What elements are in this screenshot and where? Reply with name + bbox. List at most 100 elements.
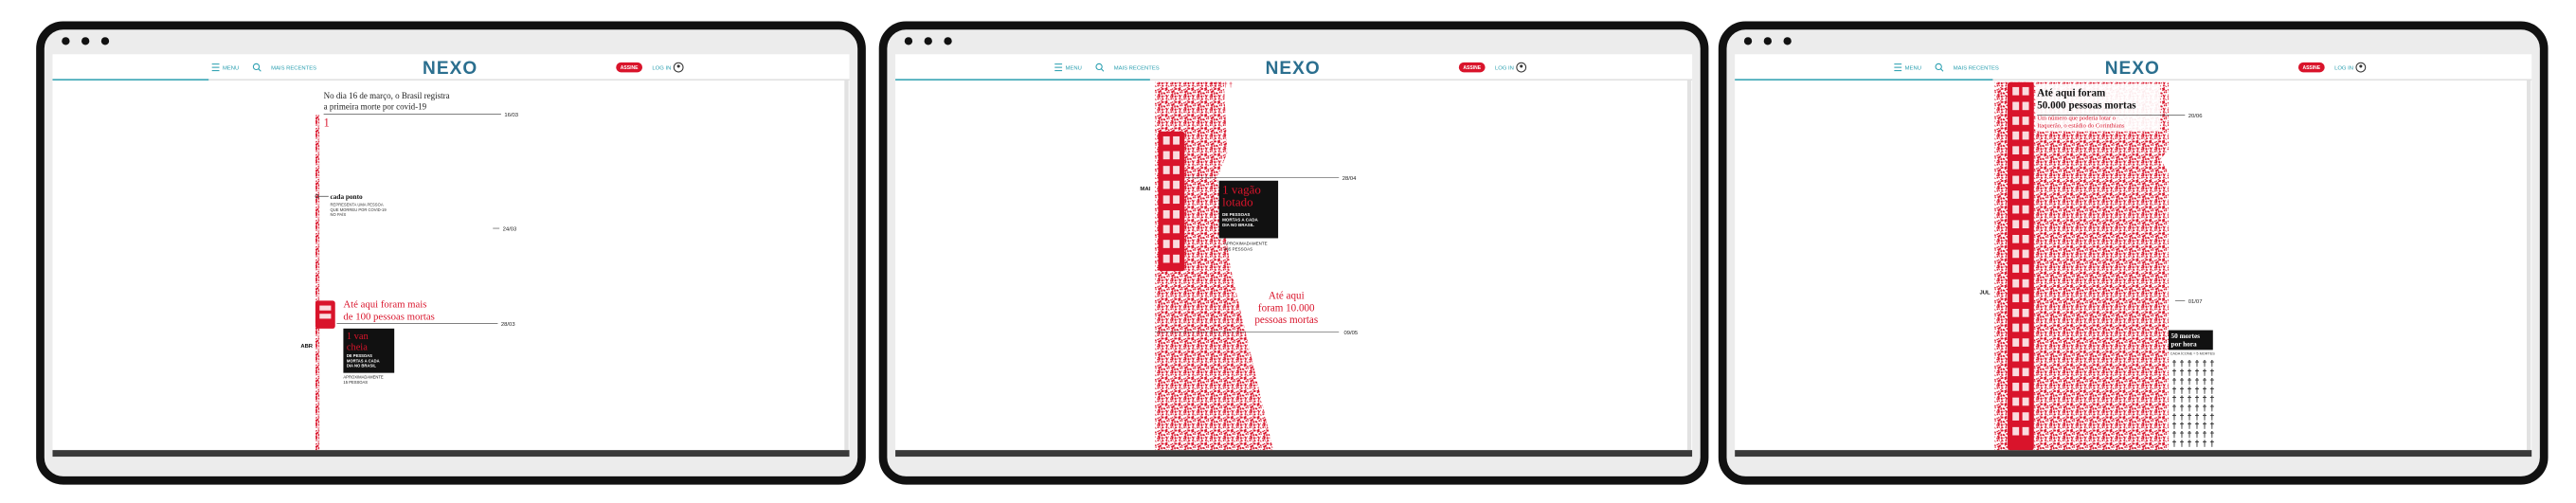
dot-column <box>315 115 320 451</box>
train-window <box>2022 249 2029 259</box>
train-window <box>2022 294 2029 303</box>
person-icon: † <box>2179 404 2184 413</box>
callout-box <box>1218 180 1279 239</box>
train-window <box>1173 195 1180 205</box>
date-label: 20/06 <box>2189 114 2203 119</box>
date-label: 28/03 <box>501 322 515 328</box>
train-window <box>2012 426 2020 436</box>
window-dot <box>1783 37 1792 45</box>
dot-field <box>1155 81 1273 451</box>
person-icon: † <box>2194 421 2199 430</box>
train-window <box>1162 225 1170 234</box>
train-window <box>2022 323 2029 332</box>
person-icon: † <box>2179 421 2184 430</box>
train-window <box>2022 309 2029 317</box>
train-window <box>2022 383 2029 391</box>
person-icon: † <box>2187 368 2191 377</box>
login-link: LOG IN <box>1495 66 1514 72</box>
window-dot <box>1743 37 1753 45</box>
comparison: Um número que poderia lotar o <box>2037 116 2116 122</box>
milestone: Até aqui foram mais <box>343 298 426 310</box>
train-window <box>2012 175 2020 185</box>
train-window <box>1173 135 1180 145</box>
train-window <box>2012 234 2020 243</box>
user-icon <box>1520 64 1523 68</box>
train-window <box>2012 190 2020 199</box>
callout-box <box>343 328 395 373</box>
person-icon: † <box>2171 394 2176 404</box>
rate-title: por hora <box>2171 341 2197 349</box>
train-window <box>2012 397 2020 406</box>
train-window <box>2022 278 2029 288</box>
person-icon: † <box>2171 386 2176 395</box>
person-icon: † <box>2187 376 2191 386</box>
person-icon: † <box>2179 430 2184 440</box>
person-icon: † <box>2187 421 2191 430</box>
callout-title: cheia <box>347 342 368 352</box>
window-dot <box>81 37 90 45</box>
person-icon: † <box>2187 430 2191 440</box>
menu-link: MENU <box>1905 66 1921 72</box>
callout-title: 1 vagão <box>1222 183 1261 197</box>
date-label: 28/04 <box>1342 176 1357 182</box>
train-window <box>1162 166 1170 174</box>
rate-note: CADA ÍCONE = 5 MORTES <box>2171 352 2216 356</box>
train <box>1158 131 1185 272</box>
train-window <box>2012 278 2020 288</box>
callout-text: DIA NO BRASIL <box>347 364 376 368</box>
date-label: 24/03 <box>503 227 517 233</box>
date-label: 01/07 <box>2189 299 2203 305</box>
callout-text: DIA NO BRASIL <box>1222 223 1254 227</box>
person-icon: † <box>2179 412 2184 422</box>
train-window <box>2022 86 2029 96</box>
train-window <box>2012 264 2020 273</box>
search-icon <box>1940 68 1944 72</box>
recent-link: MAIS RECENTES <box>1114 66 1160 72</box>
train-window <box>2012 352 2020 362</box>
person-icon: † <box>2194 412 2199 422</box>
window-dot <box>944 37 952 45</box>
search-icon <box>258 68 261 72</box>
person-icon: † <box>2194 386 2199 395</box>
rate-box <box>2168 330 2213 350</box>
rate-title: 50 mortes <box>2171 332 2201 340</box>
count: 1 <box>324 117 330 130</box>
person-icon: † <box>2209 404 2214 413</box>
train-window <box>1162 151 1170 160</box>
viewport <box>895 54 1693 458</box>
subscribe-label: ASSINE <box>2302 65 2320 71</box>
person-icon: † <box>2209 386 2214 395</box>
window-dot <box>100 37 110 45</box>
legend-text: QUE MORREU POR COVID-19 <box>331 207 387 212</box>
train-window <box>1173 225 1180 234</box>
person-icon: † <box>2209 359 2214 368</box>
train-window <box>1173 180 1180 189</box>
logo: NEXO <box>2105 59 2160 79</box>
person-icon: † <box>2194 439 2199 448</box>
train-window <box>2022 220 2029 229</box>
person-icon: † <box>2194 430 2199 440</box>
train-window <box>2022 205 2029 214</box>
person-icon: † <box>1209 82 1213 89</box>
legend-title: cada ponto <box>331 193 363 201</box>
train-window <box>2022 368 2029 377</box>
subscribe-button <box>2297 62 2325 73</box>
train-window <box>2022 190 2029 199</box>
train-window <box>2022 146 2029 155</box>
person-icon: † <box>2194 404 2199 413</box>
train-window <box>2022 160 2029 170</box>
train-window <box>1162 195 1170 205</box>
milestone: foram 10.000 <box>1258 302 1315 314</box>
scrollbar <box>844 80 849 451</box>
person-icon: † <box>2209 412 2214 422</box>
viewport <box>52 54 850 458</box>
person-icon: † <box>2202 394 2207 404</box>
train-window <box>2022 338 2029 347</box>
person-icon: † <box>2209 368 2214 377</box>
person-icon: † <box>2209 421 2214 430</box>
person-icon: † <box>1224 82 1228 89</box>
person-icon: † <box>2202 376 2207 386</box>
person-icon: † <box>2179 376 2184 386</box>
person-icon: † <box>2171 430 2176 440</box>
person-icon: † <box>2179 386 2184 395</box>
